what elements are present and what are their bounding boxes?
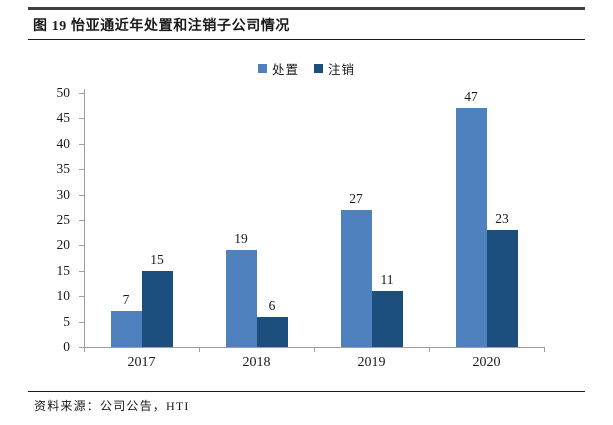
chart-legend: 处置 注销 bbox=[0, 59, 613, 78]
y-axis-tick-label: 10 bbox=[56, 288, 71, 304]
y-axis-tick-label: 15 bbox=[56, 262, 71, 278]
bar-处置-2018 bbox=[225, 250, 257, 347]
y-axis-tick bbox=[79, 245, 84, 247]
bar-value-label: 15 bbox=[150, 251, 164, 267]
x-axis-category-label: 2020 bbox=[472, 355, 501, 370]
legend-item: 处置 bbox=[257, 59, 299, 78]
y-axis-tick bbox=[79, 347, 84, 348]
y-axis-tick-label: 40 bbox=[56, 135, 71, 151]
x-axis-tick bbox=[199, 347, 200, 352]
bar-处置-2017 bbox=[110, 311, 142, 347]
y-axis-tick bbox=[79, 296, 84, 298]
x-axis-tick bbox=[84, 347, 85, 352]
source-note: 资料来源：公司公告，HTI bbox=[34, 399, 190, 413]
y-axis-tick bbox=[79, 118, 84, 120]
bar-value-label: 7 bbox=[122, 292, 130, 308]
y-axis-tick-label: 30 bbox=[56, 186, 71, 202]
bar-处置-2019 bbox=[340, 209, 372, 347]
y-axis-tick bbox=[79, 143, 84, 145]
bar-处置-2020 bbox=[455, 108, 487, 347]
bar-注销-2020 bbox=[486, 230, 518, 347]
x-axis-tick bbox=[429, 347, 430, 352]
x-axis-tick bbox=[314, 347, 315, 352]
figure-title: 图 19 怡亚通近年处置和注销子公司情况 bbox=[33, 19, 290, 34]
bar-value-label: 11 bbox=[380, 272, 394, 288]
bar-value-label: 19 bbox=[234, 231, 248, 247]
legend-swatch-icon bbox=[314, 63, 323, 73]
legend-label: 处置 bbox=[271, 62, 299, 77]
title-divider bbox=[28, 39, 585, 41]
y-axis-tick bbox=[79, 321, 84, 323]
bottom-divider bbox=[28, 391, 585, 393]
y-axis-tick-label: 25 bbox=[56, 212, 71, 227]
y-axis-tick bbox=[79, 93, 84, 94]
legend-item: 注销 bbox=[314, 59, 355, 78]
bar-value-label: 23 bbox=[495, 211, 509, 227]
x-axis-tick bbox=[544, 347, 545, 352]
y-axis-tick bbox=[79, 194, 84, 196]
top-divider bbox=[28, 7, 585, 10]
y-axis-tick-label: 20 bbox=[56, 237, 71, 253]
bar-value-label: 27 bbox=[349, 190, 363, 206]
y-axis-tick bbox=[79, 270, 84, 272]
y-axis-line bbox=[84, 89, 85, 348]
y-axis-tick-label: 50 bbox=[56, 85, 71, 100]
x-axis-category-label: 2017 bbox=[127, 355, 156, 370]
bar-value-label: 47 bbox=[464, 89, 478, 105]
x-axis-category-label: 2018 bbox=[242, 355, 271, 370]
y-axis-tick-label: 35 bbox=[56, 161, 71, 177]
bar-注销-2019 bbox=[371, 291, 403, 347]
x-axis-category-label: 2019 bbox=[357, 355, 386, 370]
y-axis-tick-label: 45 bbox=[56, 110, 71, 126]
legend-label: 注销 bbox=[328, 62, 356, 77]
bar-注销-2018 bbox=[256, 316, 288, 347]
y-axis-tick bbox=[79, 169, 84, 171]
bar-value-label: 6 bbox=[268, 297, 276, 313]
y-axis-tick bbox=[79, 220, 84, 221]
y-axis-tick-label: 0 bbox=[63, 339, 70, 354]
bar-注销-2017 bbox=[141, 270, 173, 347]
y-axis-tick-label: 5 bbox=[63, 313, 70, 329]
legend-swatch-icon bbox=[257, 63, 267, 73]
